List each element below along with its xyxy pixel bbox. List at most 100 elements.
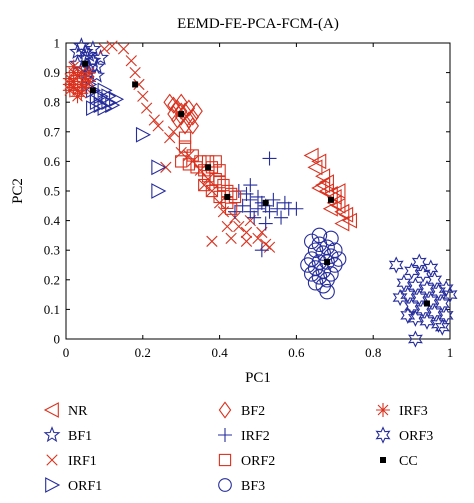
legend-label: NR <box>68 404 88 419</box>
data-point-orf3 <box>411 288 427 307</box>
data-point-orf3 <box>419 312 435 330</box>
x-tick-label: 0.8 <box>365 345 381 360</box>
data-point-orf3 <box>396 274 412 292</box>
data-point-cc <box>423 300 430 307</box>
data-point-orf2 <box>213 175 226 189</box>
data-point-irf2 <box>243 192 258 207</box>
data-point-irf2 <box>247 210 262 225</box>
data-point-nr <box>307 159 323 176</box>
data-point-bf2 <box>171 111 184 129</box>
data-point-orf3 <box>427 303 443 321</box>
legend-marker-cc <box>380 457 386 463</box>
data-point-orf3 <box>423 259 439 277</box>
data-point-bf2 <box>163 93 176 111</box>
data-point-bf2 <box>178 117 192 135</box>
data-point-irf3 <box>66 59 81 74</box>
data-point-irf2 <box>243 178 258 193</box>
x-axis-ticks: 0 0.2 0.4 0.6 0.8 1 <box>63 43 453 360</box>
data-point-irf2 <box>227 204 242 219</box>
legend-label: BF3 <box>241 479 265 494</box>
data-point-orf2 <box>213 164 226 177</box>
data-point-bf2 <box>174 102 188 120</box>
data-point-bf2 <box>186 117 200 135</box>
data-point-orf2 <box>198 178 211 192</box>
data-point-irf3 <box>66 80 81 95</box>
data-point-bf3 <box>319 283 335 300</box>
data-point-irf1 <box>240 226 253 239</box>
y-axis-ticks: 0 0.1 0.2 0.3 0.4 0.5 0.6 0.7 0.8 0.9 1 <box>44 36 450 347</box>
data-point-bf3 <box>307 275 324 291</box>
data-point-orf2 <box>182 158 196 171</box>
legend-label: BF1 <box>68 429 92 444</box>
data-point-orf1 <box>97 82 113 99</box>
data-point-irf1 <box>117 43 130 55</box>
data-point-cc <box>178 111 185 118</box>
data-point-orf1 <box>93 88 109 105</box>
series-irf1-points <box>98 40 276 253</box>
series-orf2-points <box>175 131 242 215</box>
data-point-bf3 <box>330 251 347 267</box>
data-point-bf2 <box>167 105 180 123</box>
legend-marker-bf2 <box>218 401 232 419</box>
data-point-irf3 <box>74 65 89 80</box>
data-point-orf3 <box>388 256 404 274</box>
legend-item-irf3: IRF3 <box>376 403 428 419</box>
data-point-cc <box>224 193 231 200</box>
data-point-nr <box>315 177 331 193</box>
data-point-irf2 <box>251 189 265 204</box>
series-bf2-points <box>163 93 203 135</box>
series-cc-points <box>82 60 430 307</box>
data-point-bf2 <box>182 99 196 117</box>
data-point-orf1 <box>97 100 113 117</box>
data-point-orf2 <box>186 149 199 162</box>
legend-marker-irf2 <box>218 428 232 442</box>
data-point-orf3 <box>400 286 416 304</box>
data-point-orf3 <box>400 306 416 324</box>
data-point-irf1 <box>106 40 118 52</box>
data-point-nr <box>318 183 334 199</box>
y-tick-label: 0.1 <box>44 302 60 317</box>
data-point-cc <box>327 196 334 203</box>
data-point-orf3 <box>427 271 443 289</box>
legend-marker-orf2 <box>218 453 232 467</box>
legend-marker-bf3 <box>218 478 232 492</box>
x-tick-label: 0 <box>63 345 70 360</box>
data-point-orf3 <box>411 253 427 271</box>
data-point-irf3 <box>82 65 97 80</box>
data-point-nr <box>341 212 358 229</box>
y-tick-label: 0.9 <box>44 65 60 80</box>
data-point-orf2 <box>224 202 238 215</box>
data-point-nr <box>334 203 350 220</box>
data-point-nr <box>326 194 342 211</box>
data-point-irf2 <box>258 216 273 231</box>
data-point-orf3 <box>407 277 423 295</box>
data-point-irf2 <box>251 201 265 216</box>
legend-label: IRF2 <box>241 429 270 444</box>
data-point-irf1 <box>263 241 276 253</box>
series-orf1-points <box>82 76 167 199</box>
legend-item-bf2: BF2 <box>218 401 265 419</box>
data-point-orf2 <box>178 140 192 153</box>
data-point-orf1 <box>101 88 117 105</box>
legend-item-bf1: BF1 <box>43 426 92 444</box>
data-point-irf1 <box>167 126 180 138</box>
data-point-irf1 <box>233 220 245 233</box>
data-point-bf2 <box>174 108 188 126</box>
data-point-orf1 <box>86 82 102 99</box>
data-point-irf2 <box>235 198 250 213</box>
data-point-irf1 <box>148 114 160 126</box>
data-point-irf2 <box>266 192 281 207</box>
data-point-orf1 <box>151 183 167 199</box>
plot-area: 0 0.2 0.4 0.6 0.8 1 0 0.1 0.2 0.3 0.4 0.5 0.6 0.7 0.8… <box>44 36 458 360</box>
data-point-nr <box>322 200 338 217</box>
data-point-cc <box>89 87 96 94</box>
data-point-irf3 <box>82 74 97 89</box>
data-point-bf2 <box>190 102 203 120</box>
x-tick-label: 0.4 <box>211 345 228 360</box>
data-point-orf3 <box>442 286 458 304</box>
y-axis-label: PC2 <box>10 178 26 204</box>
data-point-irf2 <box>277 195 292 210</box>
legend-item-bf3: BF3 <box>218 478 265 494</box>
legend-item-cc: CC <box>380 454 418 469</box>
